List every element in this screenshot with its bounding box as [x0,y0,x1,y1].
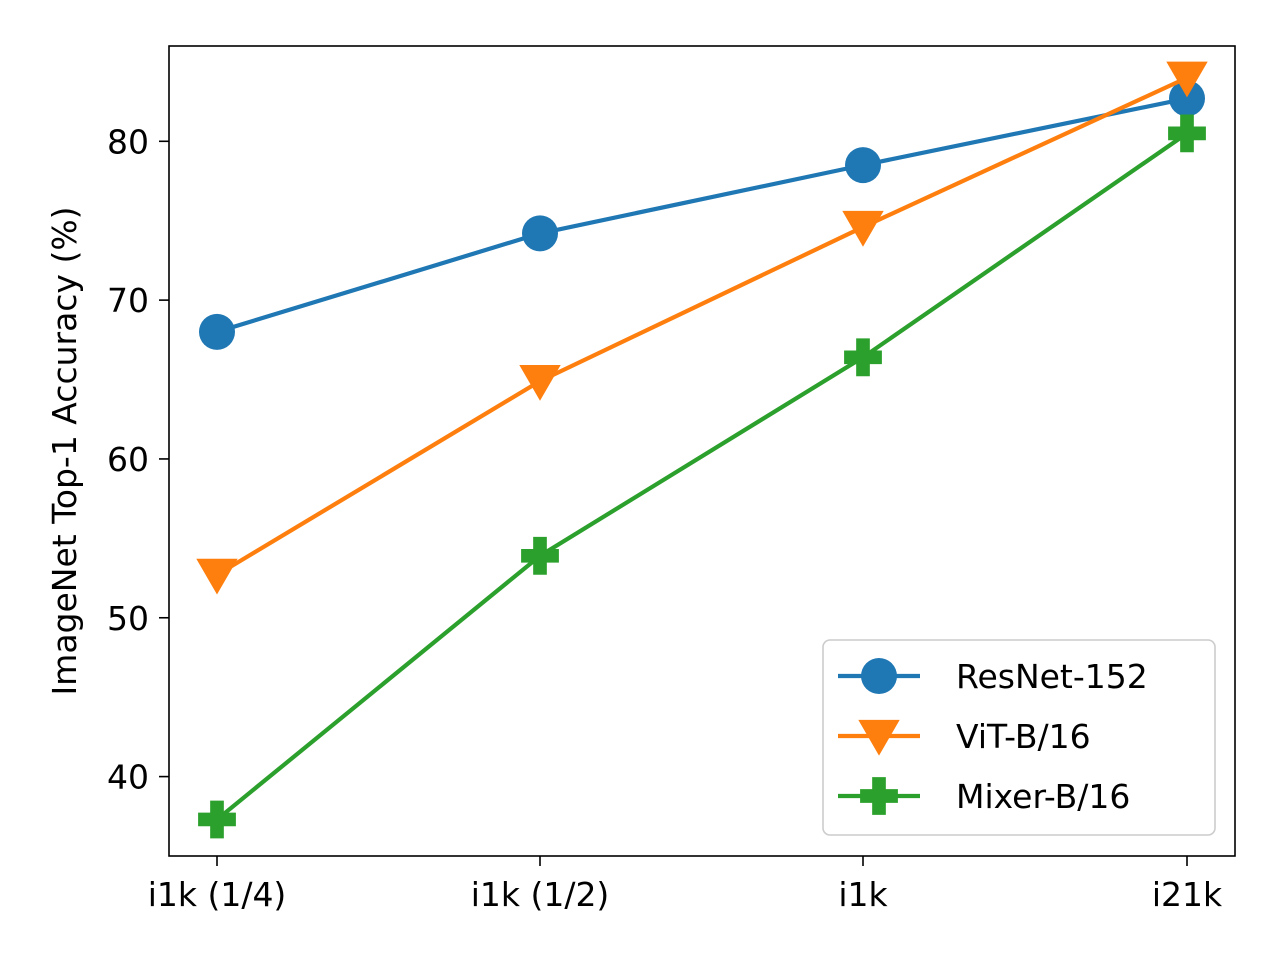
series-layer [196,61,1208,839]
y-tick-label: 50 [107,599,149,638]
data-point-resnet-152-1 [522,215,558,252]
legend: ResNet-152 ViT-B/16 Mixer-B/16 [822,639,1216,836]
series-line-vit-b-16 [215,75,1188,577]
series-mixer-b-16 [198,114,1206,839]
data-point-resnet-152-0 [199,313,235,350]
data-point-mixer-b-16-1 [521,536,559,575]
legend-label: ResNet-152 [956,657,1148,696]
x-tick-label: i1k (1/2) [471,875,610,914]
legend-marker-vit-b-16 [858,719,900,756]
series-resnet-152 [199,80,1205,350]
y-axis-label: ImageNet Top-1 Accuracy (%) [45,206,84,695]
y-tick-label: 40 [107,758,149,797]
data-point-vit-b-16-0 [196,558,238,595]
data-point-resnet-152-2 [845,147,881,184]
legend-item-vit-b-16: ViT-B/16 [838,717,1091,756]
data-point-vit-b-16-1 [519,364,561,401]
series-line-resnet-152 [216,96,1188,334]
y-tick-label: 70 [107,281,149,320]
x-axis: i1k (1/4) i1k (1/2) i1k i21k [148,856,1223,914]
data-point-mixer-b-16-3 [1168,114,1206,153]
y-tick-label: 60 [107,440,149,479]
x-tick-label: i1k (1/4) [148,875,287,914]
legend-item-mixer-b-16: Mixer-B/16 [838,777,1130,816]
x-tick-label: i21k [1152,875,1223,914]
legend-box [822,639,1216,836]
data-point-mixer-b-16-2 [844,338,882,377]
plot-frame [168,45,1236,857]
y-tick-label: 80 [107,122,149,161]
series-vit-b-16 [196,61,1208,595]
legend-item-resnet-152: ResNet-152 [838,657,1148,696]
data-point-mixer-b-16-0 [198,800,236,839]
legend-marker-mixer-b-16 [860,777,898,815]
data-point-vit-b-16-3 [1166,61,1208,98]
data-point-resnet-152-3 [1169,80,1205,117]
legend-marker-resnet-152 [861,658,897,694]
y-axis: 40 50 60 70 80 [107,122,169,797]
legend-label: Mixer-B/16 [956,777,1130,816]
legend-label: ViT-B/16 [956,717,1091,756]
x-tick-label: i1k [838,875,888,914]
series-line-mixer-b-16 [215,131,1189,822]
data-point-vit-b-16-2 [842,210,884,247]
